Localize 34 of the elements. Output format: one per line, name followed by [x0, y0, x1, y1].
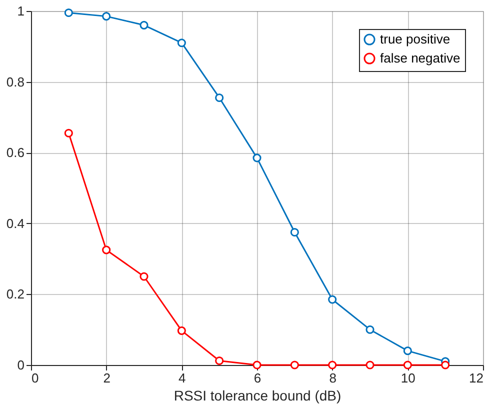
- x-tick-label: 2: [103, 370, 110, 386]
- point: [366, 325, 374, 334]
- point: [64, 8, 73, 18]
- point: [215, 356, 224, 366]
- point: [102, 246, 111, 254]
- point: [290, 228, 299, 237]
- x-axis-title: RSSI tolerance bound (dB): [174, 388, 342, 404]
- point: [177, 326, 186, 335]
- legend-label: true positive: [380, 32, 450, 46]
- y-tick-label: 0.2: [6, 286, 24, 302]
- point: [215, 93, 224, 102]
- x-tick-label: 4: [178, 370, 186, 386]
- x-tick-label: 8: [329, 370, 336, 386]
- point: [252, 154, 262, 162]
- x-tick-label: 6: [254, 370, 262, 386]
- x-tick-label: 12: [469, 370, 484, 386]
- point: [177, 38, 186, 48]
- x-tick-label: 0: [32, 370, 39, 386]
- point: [403, 346, 412, 356]
- legend-label: false negative: [380, 50, 460, 66]
- point: [441, 360, 450, 370]
- point: [102, 12, 111, 21]
- y-tick-label: 0: [17, 358, 24, 372]
- y-tick-label: 0.6: [6, 145, 24, 160]
- point: [366, 360, 374, 370]
- y-tick-label: 1: [17, 4, 24, 18]
- point: [328, 295, 337, 304]
- point: [140, 272, 148, 281]
- y-tick-label: 0.8: [6, 74, 24, 90]
- x-tick-label: 10: [400, 370, 416, 386]
- y-tick-label: 0.4: [6, 216, 24, 231]
- point: [140, 20, 148, 30]
- point: [290, 360, 299, 370]
- point: [64, 128, 73, 138]
